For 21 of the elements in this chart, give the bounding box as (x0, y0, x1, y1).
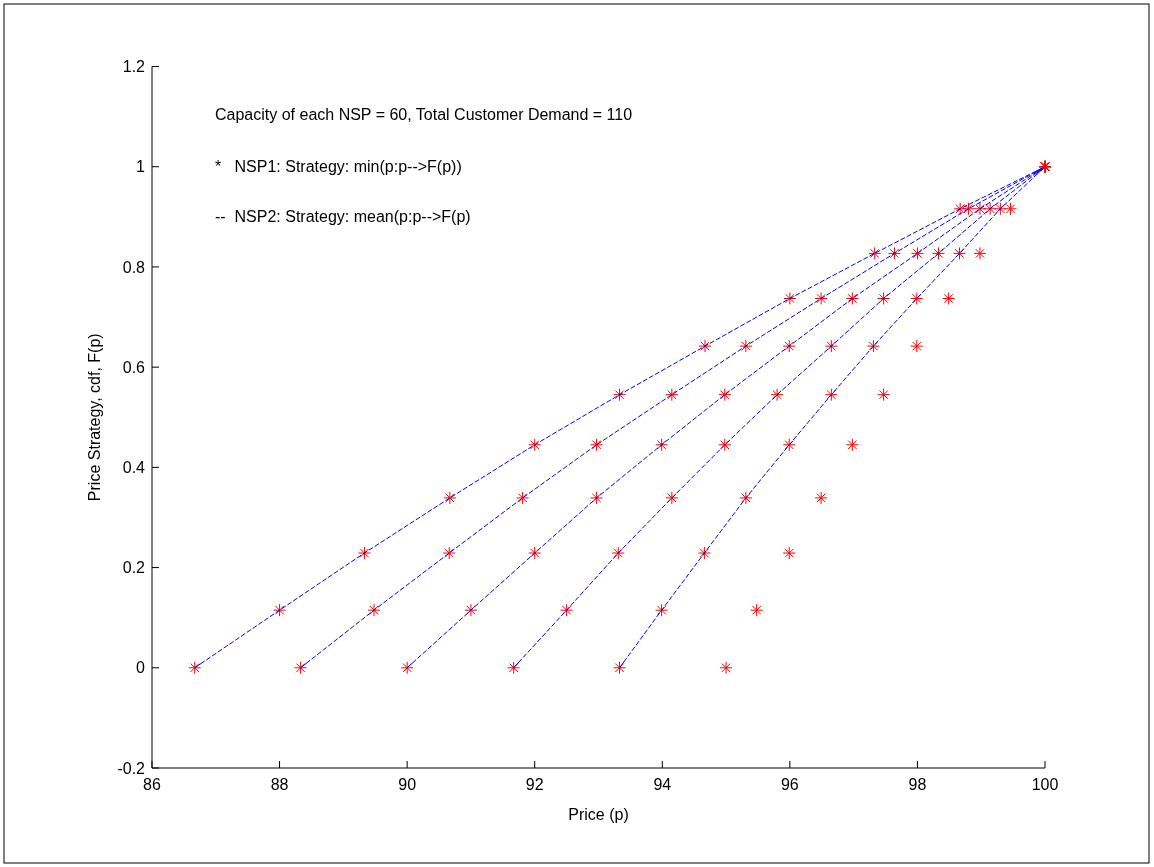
x-tick-label: 88 (270, 776, 289, 793)
y-tick-label: -0.2 (117, 759, 146, 777)
x-tick-label: 92 (525, 776, 544, 793)
x-tick-label: 86 (143, 776, 161, 793)
y-tick-label: 0.8 (122, 258, 146, 276)
x-tick-label: 100 (1031, 776, 1059, 793)
y-tick-label: 1.2 (122, 58, 146, 76)
annotation: -- NSP2: Strategy: mean(p:p-->F(p) (215, 207, 471, 225)
y-tick-label: 0.6 (122, 358, 146, 376)
x-axis-title: Price (p) (568, 806, 629, 823)
x-tick-label: 90 (398, 776, 417, 793)
y-axis-title: Price Strategy, cdf, F(p) (86, 333, 103, 502)
annotation: Capacity of each NSP = 60, Total Customer Demand = 110 (215, 105, 633, 123)
y-tick-label: 0.4 (122, 458, 146, 476)
y-tick-label: 1 (136, 158, 146, 176)
annotation: * NSP1: Strategy: min(p:p-->F(p)) (215, 157, 462, 175)
y-tick-label: 0.2 (122, 559, 146, 577)
x-tick-label: 96 (780, 776, 799, 793)
y-tick-label: 0 (136, 659, 146, 677)
x-tick-label: 98 (908, 776, 927, 793)
x-tick-label: 94 (653, 776, 672, 793)
